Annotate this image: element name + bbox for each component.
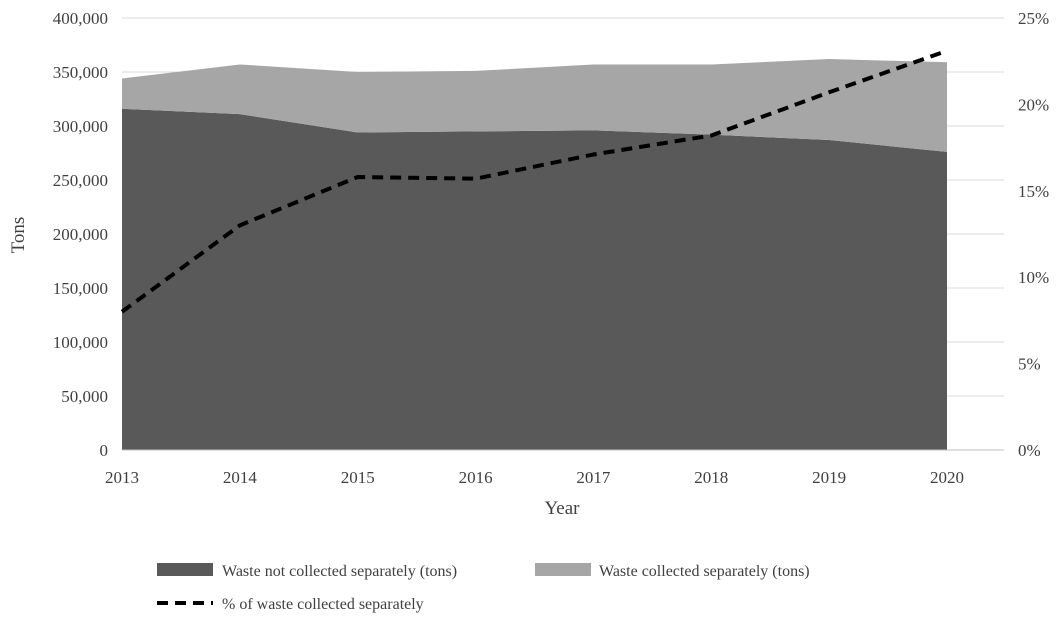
- x-tick-label: 2017: [576, 468, 611, 487]
- x-tick-label: 2016: [459, 468, 493, 487]
- x-tick-label: 2018: [694, 468, 728, 487]
- y-axis-left: 0 50,000 100,000 150,000 200,000 250,000 300,0…: [53, 9, 108, 460]
- legend-label-collected: Waste collected separately (tons): [599, 563, 810, 580]
- y-tick-label: 200,000: [53, 225, 108, 244]
- y-tick-label: 150,000: [53, 279, 108, 298]
- x-tick-label: 2013: [105, 468, 139, 487]
- y-tick-label: 400,000: [53, 9, 108, 28]
- y-tick-label: 50,000: [61, 387, 108, 406]
- legend-label-not-collected: Waste not collected separately (tons): [222, 563, 457, 580]
- x-tick-label: 2015: [341, 468, 375, 487]
- y-tick-label: 250,000: [53, 171, 108, 190]
- y-tick-label: 100,000: [53, 333, 108, 352]
- y-tick-label: 350,000: [53, 63, 108, 82]
- legend-swatch-not-collected: [157, 563, 213, 576]
- y2-tick-label: 5%: [1018, 355, 1041, 374]
- x-tick-label: 2020: [930, 468, 964, 487]
- x-tick-label: 2014: [223, 468, 258, 487]
- legend-label-percent: % of waste collected separately: [222, 596, 424, 613]
- y2-tick-label: 15%: [1018, 182, 1049, 201]
- line-series: [120, 48, 948, 314]
- area-waste-not-collected-separately: [122, 108, 947, 450]
- x-axis: 2013 2014 2015 2016 2017 2018 2019 2020: [105, 449, 1004, 487]
- y2-tick-label: 10%: [1018, 268, 1049, 287]
- y-axis-right: 0% 5% 10% 15% 20% 25%: [1018, 9, 1049, 460]
- area-waste-collected-separately: [122, 59, 947, 152]
- legend: Waste not collected separately (tons) Was…: [157, 563, 810, 613]
- line-percent-collected-separately: [120, 48, 948, 314]
- y2-tick-label: 25%: [1018, 9, 1049, 28]
- y-axis-title: Tons: [8, 217, 29, 254]
- y2-tick-label: 0%: [1018, 441, 1041, 460]
- area-series: [122, 59, 947, 450]
- y-tick-label: 300,000: [53, 117, 108, 136]
- legend-swatch-collected: [535, 563, 591, 576]
- x-axis-title: Year: [544, 498, 580, 519]
- y-tick-label: 0: [100, 441, 109, 460]
- x-tick-label: 2019: [812, 468, 846, 487]
- y2-tick-label: 20%: [1018, 95, 1049, 114]
